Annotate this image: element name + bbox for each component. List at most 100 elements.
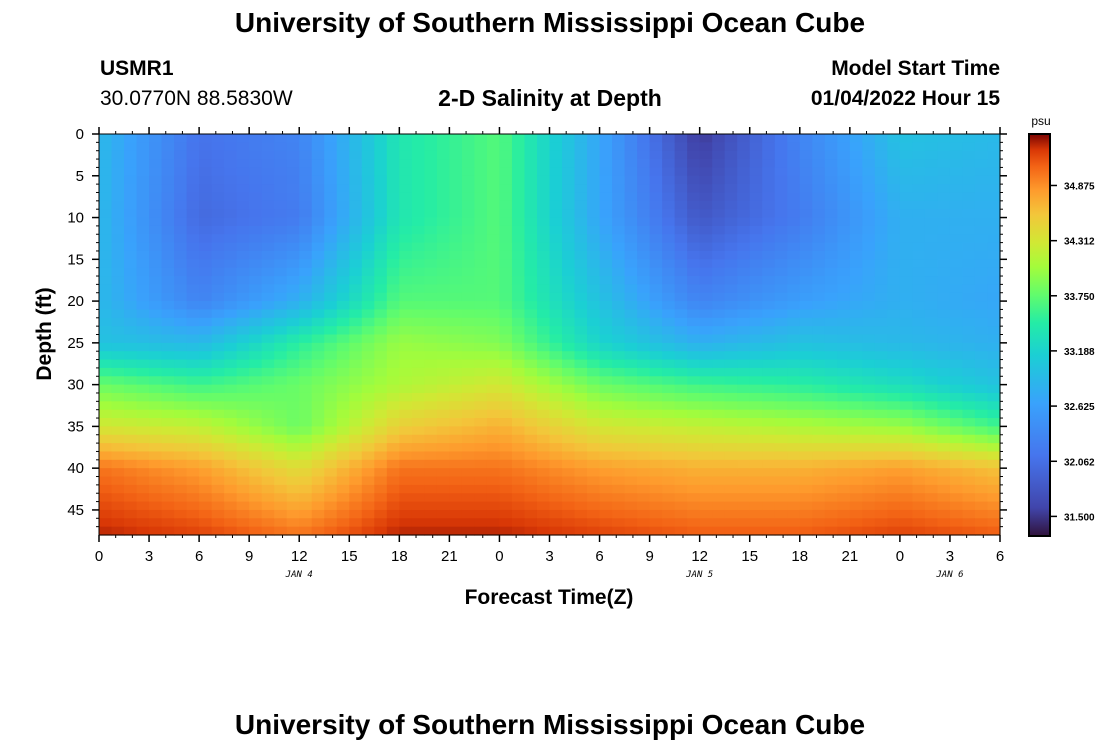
heatmap-cell bbox=[511, 200, 526, 210]
heatmap-cell bbox=[324, 401, 338, 411]
heatmap-cell bbox=[524, 217, 538, 227]
heatmap-cell bbox=[949, 426, 964, 436]
heatmap-cell bbox=[99, 468, 113, 478]
heatmap-cell bbox=[474, 334, 488, 344]
colorbar-tick-label: 32.625 bbox=[1064, 402, 1095, 413]
heatmap-cell bbox=[549, 225, 563, 235]
heatmap-cell bbox=[424, 376, 438, 386]
heatmap-cell bbox=[261, 267, 275, 277]
heatmap-cell bbox=[649, 401, 663, 411]
heatmap-cell bbox=[774, 326, 788, 336]
heatmap-cell bbox=[924, 351, 939, 361]
heatmap-cell bbox=[837, 159, 851, 169]
heatmap-cell bbox=[324, 225, 338, 235]
heatmap-cell bbox=[349, 484, 363, 494]
heatmap-cell bbox=[824, 250, 838, 260]
heatmap-cell bbox=[587, 459, 601, 469]
heatmap-cell bbox=[461, 200, 476, 210]
heatmap-cell bbox=[474, 234, 488, 244]
heatmap-cell bbox=[311, 501, 325, 511]
heatmap-cell bbox=[774, 317, 788, 327]
heatmap-cell bbox=[824, 259, 838, 269]
heatmap-cell bbox=[624, 476, 638, 486]
heatmap-cell bbox=[737, 493, 751, 503]
heatmap-cell bbox=[674, 526, 688, 536]
heatmap-cell bbox=[474, 259, 488, 269]
heatmap-cell bbox=[161, 418, 175, 427]
heatmap-cell bbox=[599, 376, 613, 386]
heatmap-cell bbox=[211, 418, 225, 427]
heatmap-cell bbox=[562, 167, 576, 177]
heatmap-cell bbox=[274, 359, 288, 369]
heatmap-cell bbox=[899, 392, 913, 402]
heatmap-cell bbox=[774, 401, 788, 411]
heatmap-cell bbox=[461, 309, 476, 319]
heatmap-cell bbox=[649, 451, 663, 461]
heatmap-cell bbox=[599, 443, 613, 453]
heatmap-cell bbox=[624, 384, 638, 394]
heatmap-cell bbox=[286, 426, 300, 436]
heatmap-cell bbox=[211, 518, 225, 528]
heatmap-cell bbox=[724, 242, 738, 252]
heatmap-cell bbox=[737, 150, 751, 160]
heatmap-cell bbox=[612, 301, 626, 311]
heatmap-cell bbox=[361, 259, 375, 269]
heatmap-cell bbox=[374, 426, 388, 436]
heatmap-cell bbox=[662, 468, 676, 478]
date-label: JAN 6 bbox=[935, 570, 963, 580]
heatmap-cell bbox=[574, 326, 588, 336]
heatmap-cell bbox=[787, 526, 801, 536]
heatmap-cell bbox=[524, 476, 538, 486]
heatmap-cell bbox=[511, 351, 526, 361]
heatmap-cell bbox=[224, 159, 238, 169]
heatmap-cell bbox=[762, 209, 776, 219]
heatmap-cell bbox=[824, 451, 838, 461]
heatmap-cell bbox=[324, 267, 338, 277]
heatmap-cell bbox=[687, 451, 701, 461]
heatmap-cell bbox=[949, 159, 964, 169]
heatmap-cell bbox=[987, 342, 1001, 352]
heatmap-cell bbox=[399, 242, 413, 252]
heatmap-cell bbox=[411, 501, 425, 511]
heatmap-cell bbox=[461, 384, 476, 394]
heatmap-cell bbox=[724, 434, 738, 444]
heatmap-cell bbox=[461, 242, 476, 252]
heatmap-cell bbox=[637, 326, 651, 336]
heatmap-cell bbox=[111, 200, 125, 210]
heatmap-cell bbox=[574, 259, 588, 269]
heatmap-cell bbox=[499, 292, 513, 302]
heatmap-cell bbox=[849, 276, 863, 285]
heatmap-cell bbox=[574, 351, 588, 361]
heatmap-cell bbox=[261, 443, 275, 453]
heatmap-cell bbox=[474, 150, 488, 160]
heatmap-cell bbox=[324, 451, 338, 461]
heatmap-cell bbox=[536, 493, 551, 503]
heatmap-cell bbox=[411, 159, 425, 169]
heatmap-cell bbox=[612, 501, 626, 511]
heatmap-cell bbox=[637, 209, 651, 219]
heatmap-cell bbox=[149, 234, 163, 244]
heatmap-cell bbox=[399, 359, 413, 369]
heatmap-cell bbox=[224, 192, 238, 202]
heatmap-cell bbox=[499, 334, 513, 344]
heatmap-cell bbox=[436, 468, 450, 478]
heatmap-cell bbox=[662, 409, 676, 419]
heatmap-cell bbox=[186, 175, 200, 185]
heatmap-cell bbox=[211, 267, 225, 277]
heatmap-cell bbox=[649, 518, 663, 528]
heatmap-cell bbox=[174, 292, 188, 302]
heatmap-cell bbox=[249, 267, 263, 277]
heatmap-cell bbox=[662, 217, 676, 227]
heatmap-cell bbox=[624, 134, 638, 143]
heatmap-cell bbox=[424, 401, 438, 411]
heatmap-cell bbox=[374, 392, 388, 402]
heatmap-cell bbox=[574, 509, 588, 519]
heatmap-cell bbox=[411, 301, 425, 311]
heatmap-cell bbox=[774, 351, 788, 361]
heatmap-cell bbox=[111, 409, 125, 419]
heatmap-cell bbox=[849, 225, 863, 235]
heatmap-cell bbox=[399, 326, 413, 336]
heatmap-cell bbox=[261, 326, 275, 336]
heatmap-cell bbox=[449, 493, 463, 503]
heatmap-cell bbox=[849, 334, 863, 344]
